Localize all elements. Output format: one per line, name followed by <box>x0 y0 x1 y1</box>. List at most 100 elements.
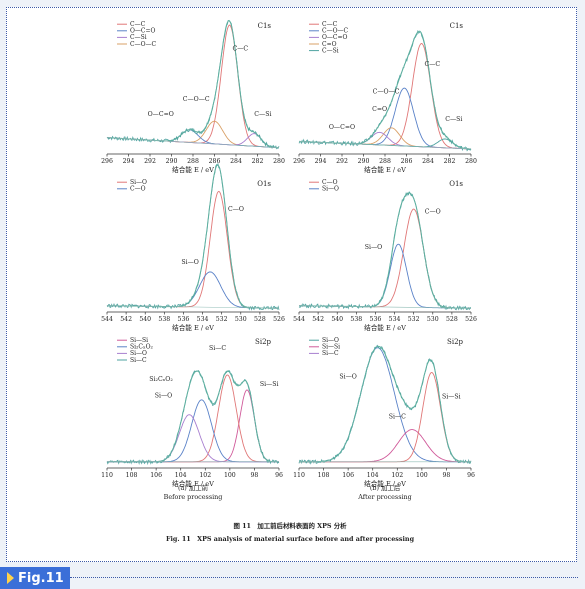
x-tick-label: 290 <box>358 158 370 165</box>
x-tick-label: 538 <box>350 316 362 323</box>
peak-annotation: C—O <box>425 209 441 216</box>
peak-CC <box>299 43 472 150</box>
background-line <box>106 137 280 148</box>
legend-label: Si—Si <box>130 337 148 344</box>
axis-c1s-after <box>298 153 472 157</box>
legend-label: Si—O <box>130 350 147 357</box>
fit-envelope <box>299 345 471 463</box>
x-tick-label: 96 <box>275 472 283 479</box>
legend-label: C—C <box>322 21 338 28</box>
legend-label: C—O—C <box>322 28 349 35</box>
x-tick-label: 98 <box>442 472 450 479</box>
panel-si2p-after: 110 108 106 104 102 100 98 96 结合能 E / eV Si2p Si—O… <box>293 337 475 488</box>
x-tick-label: 106 <box>342 472 354 479</box>
peak-annotation: Si—C <box>389 413 406 420</box>
x-tick-label: 284 <box>230 158 242 165</box>
legend-label: Si₂CₓO₂ <box>130 344 153 351</box>
x-tick-label: 542 <box>120 316 132 323</box>
x-tick-label: 110 <box>101 472 113 479</box>
x-tick-label: 294 <box>315 158 327 165</box>
peak-CO <box>299 208 471 309</box>
x-tick-label: 532 <box>408 316 420 323</box>
peak-annotation: Si—C <box>209 345 226 352</box>
x-tick-label: 280 <box>273 158 285 165</box>
peak-SiO <box>299 243 471 309</box>
x-tick-label: 292 <box>144 158 156 165</box>
background-line <box>106 305 280 309</box>
axis-si2p-before <box>106 467 280 471</box>
x-tick-label: 110 <box>293 472 305 479</box>
peak-SiSi <box>299 372 471 463</box>
legend-label: C—C <box>130 21 146 28</box>
panel-title: O1s <box>257 180 271 188</box>
x-tick-label: 290 <box>166 158 178 165</box>
legend-label: C=O <box>322 41 337 48</box>
x-tick-label: 294 <box>123 158 135 165</box>
legend-label: Si—O <box>130 179 147 186</box>
background-line <box>298 305 472 309</box>
x-tick-label: 292 <box>336 158 348 165</box>
peak-annotation: Si—O <box>155 392 172 399</box>
x-axis-label: 结合能 E / eV <box>172 479 214 488</box>
caption-a-cn: (a) 加工前 <box>178 483 209 492</box>
legend-label: C—O <box>130 186 146 193</box>
x-tick-label: 284 <box>422 158 434 165</box>
x-tick-label: 280 <box>465 158 477 165</box>
x-axis-label: 结合能 E / eV <box>364 165 406 174</box>
peak-SiO <box>107 271 279 309</box>
x-tick-label: 100 <box>416 472 428 479</box>
x-tick-label: 534 <box>389 316 401 323</box>
panel-o1s-before: 544 542 540 538 536 534 532 530 528 526 结合能 E / eV… <box>101 162 285 332</box>
play-icon <box>7 572 14 584</box>
x-tick-label: 536 <box>370 316 382 323</box>
x-tick-label: 538 <box>158 316 170 323</box>
peak-annotation: C=O <box>372 106 387 113</box>
axis-c1s-before <box>106 153 280 157</box>
raw-spectrum <box>298 344 472 465</box>
peak-annotation: C—Si <box>254 111 271 118</box>
x-tick-label: 286 <box>401 158 413 165</box>
panel-o1s-after: 544 542 540 538 536 534 532 530 528 526 结合能 E / eV… <box>293 179 477 332</box>
peak-SiSi <box>107 389 279 463</box>
x-tick-label: 282 <box>252 158 264 165</box>
x-tick-label: 102 <box>391 472 403 479</box>
x-tick-label: 286 <box>209 158 221 165</box>
x-tick-label: 98 <box>250 472 258 479</box>
x-tick-label: 540 <box>331 316 343 323</box>
panel-title: C1s <box>258 22 272 30</box>
x-tick-label: 530 <box>427 316 439 323</box>
x-axis-label: 结合能 E / eV <box>172 165 214 174</box>
panel-c1s-before: 296 294 292 290 288 286 284 282 280 结合能 E / eV C1s… <box>101 19 285 174</box>
legend-label: C—Si <box>130 34 147 41</box>
x-tick-label: 104 <box>367 472 379 479</box>
figure-tag: Fig.11 <box>0 567 70 589</box>
xps-figure: 296 294 292 290 288 286 284 282 280 结合能 E / eV C1s… <box>101 19 477 543</box>
x-tick-label: 296 <box>101 158 113 165</box>
legend-label: Si—C <box>130 357 147 364</box>
x-tick-label: 104 <box>175 472 187 479</box>
x-tick-label: 526 <box>273 316 285 323</box>
x-tick-label: 530 <box>235 316 247 323</box>
panel-title: Si2p <box>255 338 271 346</box>
peak-SiO <box>299 347 471 463</box>
x-tick-label: 532 <box>216 316 228 323</box>
legend-label: C—O—C <box>130 41 157 48</box>
legend-label: C—Si <box>322 47 339 54</box>
legend-label: O—C=O <box>130 28 156 35</box>
axis-o1s-before <box>106 311 280 315</box>
x-tick-label: 288 <box>379 158 391 165</box>
panel-title: C1s <box>450 22 464 30</box>
panel-c1s-after: 296 294 292 290 288 286 284 282 280 结合能 E / eV C1s… <box>293 21 477 174</box>
axis-si2p-after <box>298 467 472 471</box>
x-tick-label: 544 <box>101 316 113 323</box>
figure-title-en: Fig. 11 XPS analysis of material surface… <box>166 535 415 543</box>
caption-b-en: After processing <box>357 493 411 501</box>
x-tick-label: 96 <box>467 472 475 479</box>
x-tick-label: 296 <box>293 158 305 165</box>
panel-title: Si2p <box>447 338 463 346</box>
x-tick-label: 528 <box>446 316 458 323</box>
x-tick-label: 108 <box>126 472 138 479</box>
peak-annotation: Si—O <box>365 244 382 251</box>
tag-divider <box>70 577 578 578</box>
